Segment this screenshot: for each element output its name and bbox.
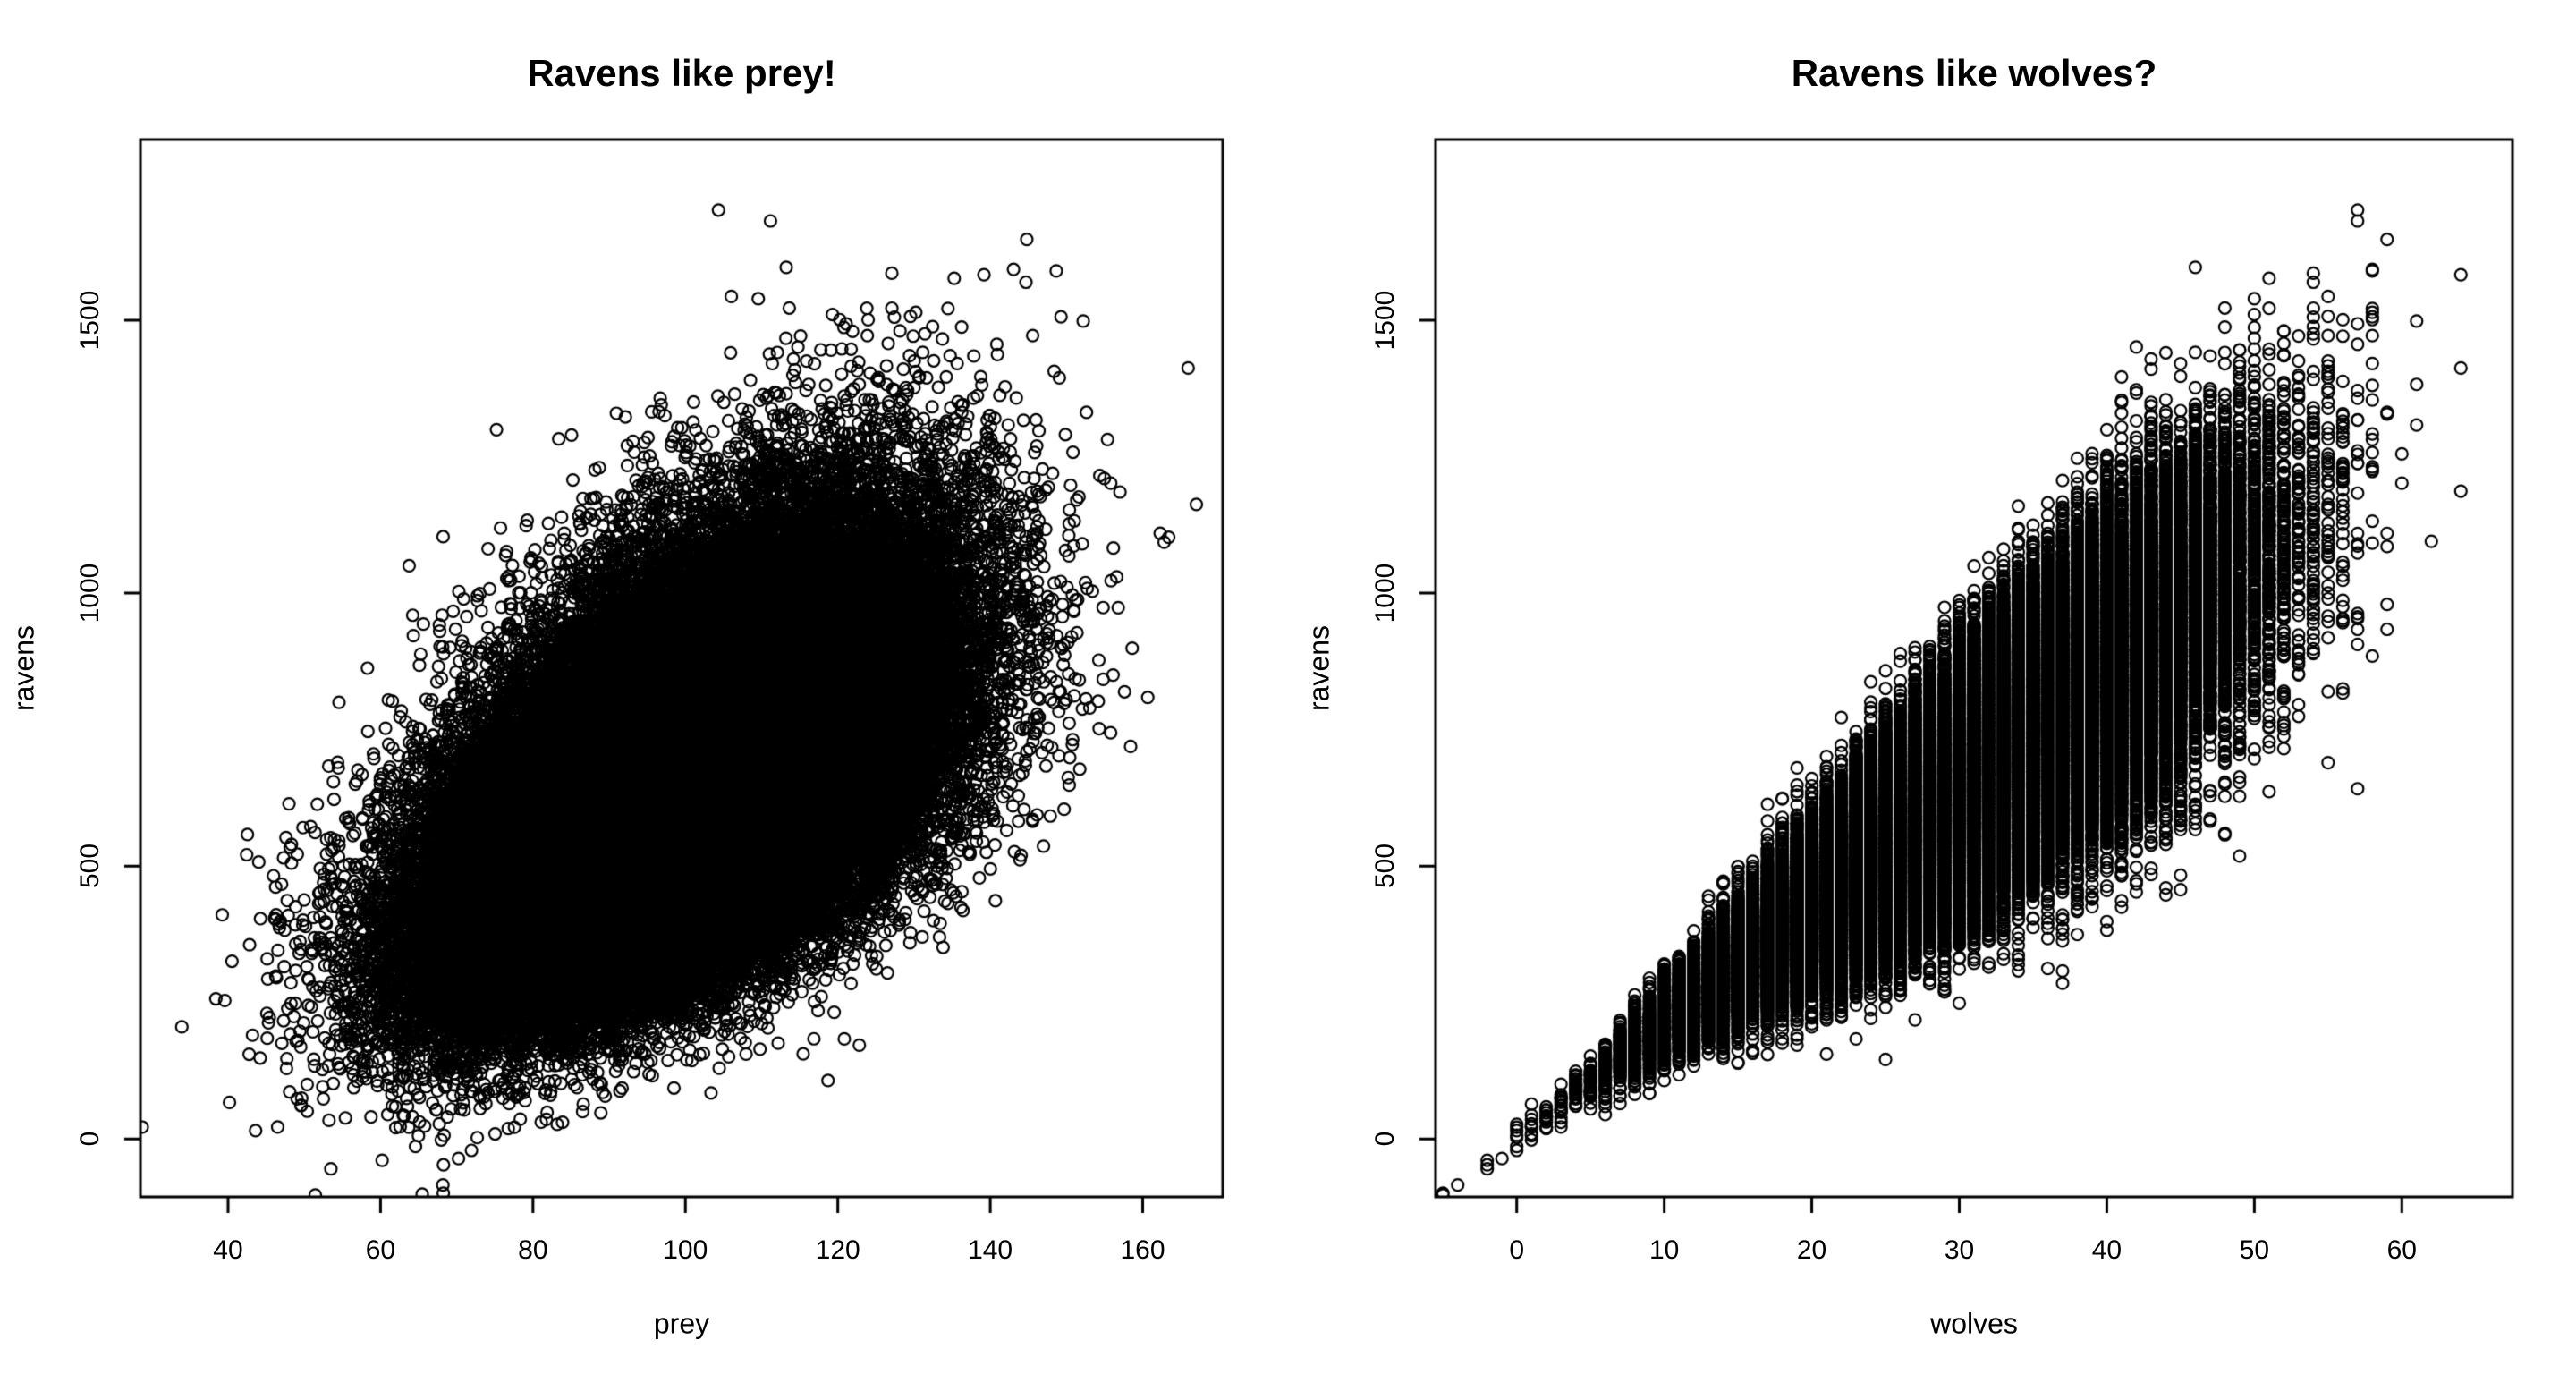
- right-plot-x-tick-label: 40: [2091, 1235, 2123, 1265]
- right-plot-x-tick-label: 60: [2386, 1235, 2417, 1265]
- left-plot-y-tick-label: 500: [75, 844, 105, 889]
- left-plot-x-tick-label: 60: [365, 1235, 396, 1265]
- right-plot-y-tick-label: 1000: [1370, 563, 1400, 623]
- left-plot-y-tick-label: 0: [75, 1131, 105, 1147]
- left-plot-x-tick-label: 160: [1120, 1235, 1165, 1265]
- right-plot-xlabel: wolves: [1930, 1307, 2018, 1340]
- right-plot-x-tick-label: 50: [2239, 1235, 2270, 1265]
- left-plot-x-tick-label: 80: [518, 1235, 548, 1265]
- left-plot-y-tick-label: 1000: [75, 563, 105, 623]
- right-plot-x-tick-label: 20: [1796, 1235, 1827, 1265]
- left-plot-x-tick-label: 100: [663, 1235, 708, 1265]
- right-plot-x-tick-label: 30: [1944, 1235, 1975, 1265]
- left-plot-title: Ravens like prey!: [527, 52, 836, 94]
- right-plot-x-tick-label: 0: [1509, 1235, 1525, 1265]
- right-plot-y-tick-label: 500: [1370, 844, 1400, 889]
- right-plot-ylabel: ravens: [1302, 624, 1335, 712]
- right-plot-y-tick-label: 1500: [1370, 290, 1400, 351]
- right-plot-title: Ravens like wolves?: [1791, 52, 2157, 94]
- left-plot-x-tick-label: 120: [815, 1235, 860, 1265]
- right-plot-y-tick-label: 0: [1370, 1131, 1400, 1147]
- right-plot-x-tick-label: 10: [1648, 1235, 1680, 1265]
- left-plot-x-tick-label: 40: [213, 1235, 243, 1265]
- left-plot-x-tick-label: 140: [968, 1235, 1013, 1265]
- left-plot-y-tick-label: 1500: [75, 290, 105, 351]
- left-plot-ylabel: ravens: [7, 624, 40, 712]
- left-plot-xlabel: prey: [653, 1307, 710, 1340]
